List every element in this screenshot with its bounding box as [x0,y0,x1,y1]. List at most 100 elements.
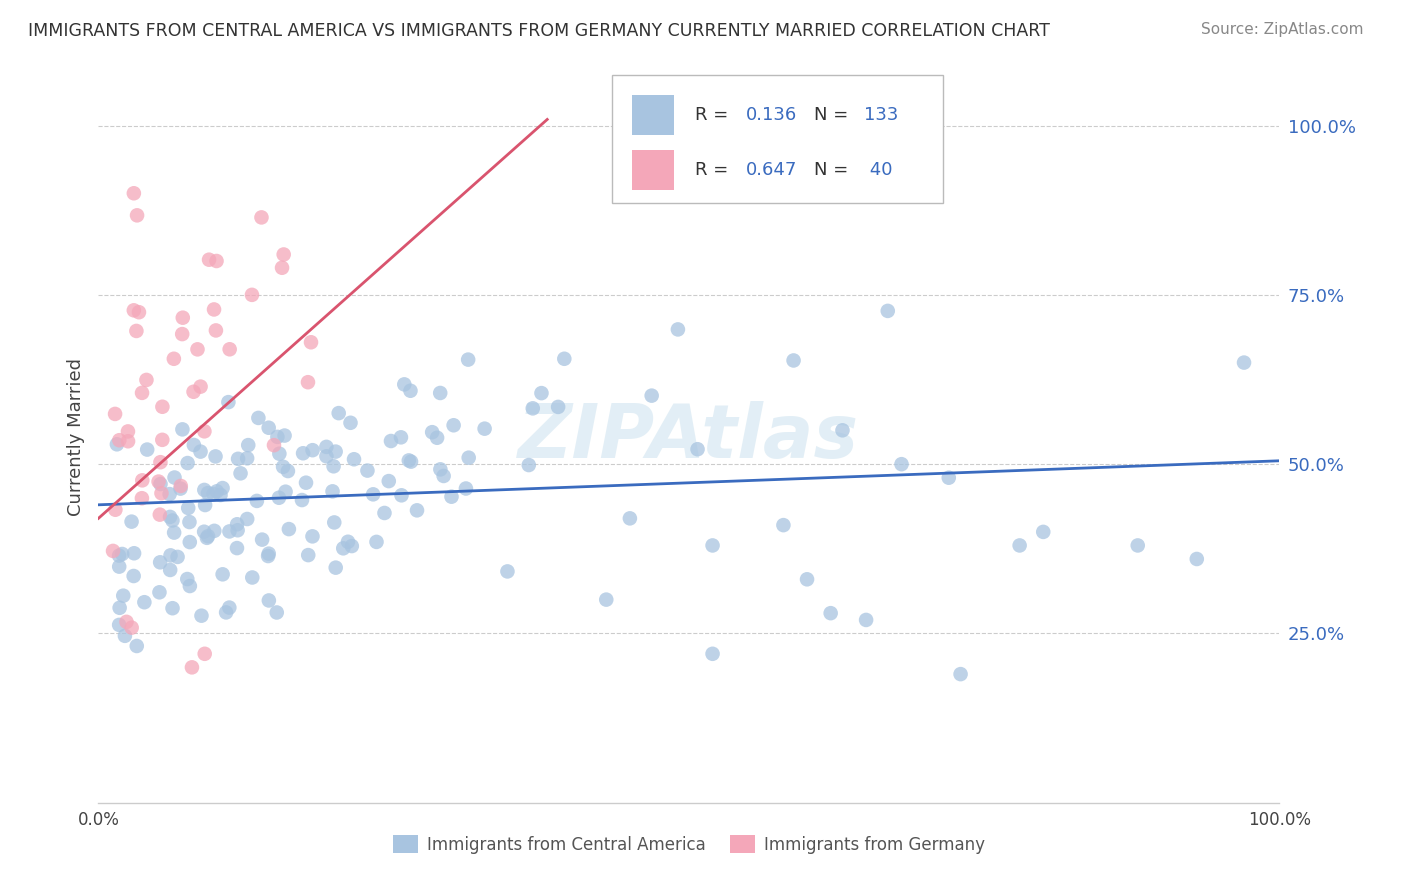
FancyBboxPatch shape [633,150,673,190]
Point [443,418,465,433]
Point [104,407,127,421]
Point [522,401,544,416]
Point [322,484,344,499]
Point [250,533,273,547]
Point [366,535,388,549]
Point [328,406,350,420]
Point [782,353,804,368]
Point [122,569,145,583]
Point [394,377,416,392]
Point [148,585,170,599]
Point [202,524,225,538]
Point [274,484,297,499]
Point [236,451,259,466]
Point [702,538,724,552]
Text: IMMIGRANTS FROM CENTRAL AMERICA VS IMMIGRANTS FROM GERMANY CURRENTLY MARRIED COR: IMMIGRANTS FROM CENTRAL AMERICA VS IMMIG… [28,22,1050,40]
Text: 0.136: 0.136 [745,106,797,124]
Point [108,434,131,448]
Point [429,386,451,401]
Point [150,433,173,447]
Point [108,600,131,615]
Point [108,549,131,563]
Point [215,606,238,620]
Point [218,600,240,615]
Point [238,438,260,452]
Point [149,455,172,469]
Point [169,482,191,496]
Point [162,601,184,615]
Point [197,529,219,543]
Point [266,606,288,620]
Point [176,456,198,470]
Point [373,506,395,520]
Point [440,490,463,504]
Point [325,444,347,458]
Point [257,549,280,563]
Point [530,386,553,401]
Point [226,523,249,537]
Point [166,549,188,564]
Point [186,343,208,357]
Point [595,592,617,607]
Point [128,305,150,319]
Point [820,606,842,620]
Point [149,555,172,569]
Point [163,351,186,366]
Point [204,450,226,464]
Point [361,487,384,501]
Point [378,474,401,488]
Legend: Immigrants from Central America, Immigrants from Germany: Immigrants from Central America, Immigra… [387,829,991,860]
Point [136,442,159,457]
Point [209,488,232,502]
Point [250,211,273,225]
Point [172,422,194,436]
Point [159,487,181,501]
Point [179,515,201,529]
Point [111,547,134,561]
Point [855,613,877,627]
Point [197,486,219,500]
Point [194,647,217,661]
Point [332,541,354,556]
Point [177,500,200,515]
Point [323,516,346,530]
Point [172,327,194,342]
Point [114,629,136,643]
Point [271,459,294,474]
Point [115,615,138,629]
Point [517,458,540,472]
Point [122,303,145,318]
Point [193,425,215,439]
Point [299,335,322,350]
Point [202,487,225,501]
Point [211,481,233,495]
Point [163,525,186,540]
Point [380,434,402,448]
Point [772,518,794,533]
Point [159,549,181,563]
Point [163,470,186,484]
Point [148,475,170,489]
Point [1032,524,1054,539]
Point [339,416,361,430]
Point [1185,552,1208,566]
Text: R =: R = [695,106,734,124]
Point [217,395,239,409]
Point [117,425,139,439]
Point [159,563,181,577]
Point [340,539,363,553]
Point [198,252,221,267]
Point [702,647,724,661]
Point [553,351,575,366]
Point [266,430,288,444]
Point [190,608,212,623]
Point [176,572,198,586]
Point [205,254,228,268]
Point [263,438,285,452]
Point [190,379,212,393]
Text: N =: N = [814,161,853,179]
Point [325,560,347,574]
Point [236,512,259,526]
Point [226,517,249,532]
Point [162,513,184,527]
